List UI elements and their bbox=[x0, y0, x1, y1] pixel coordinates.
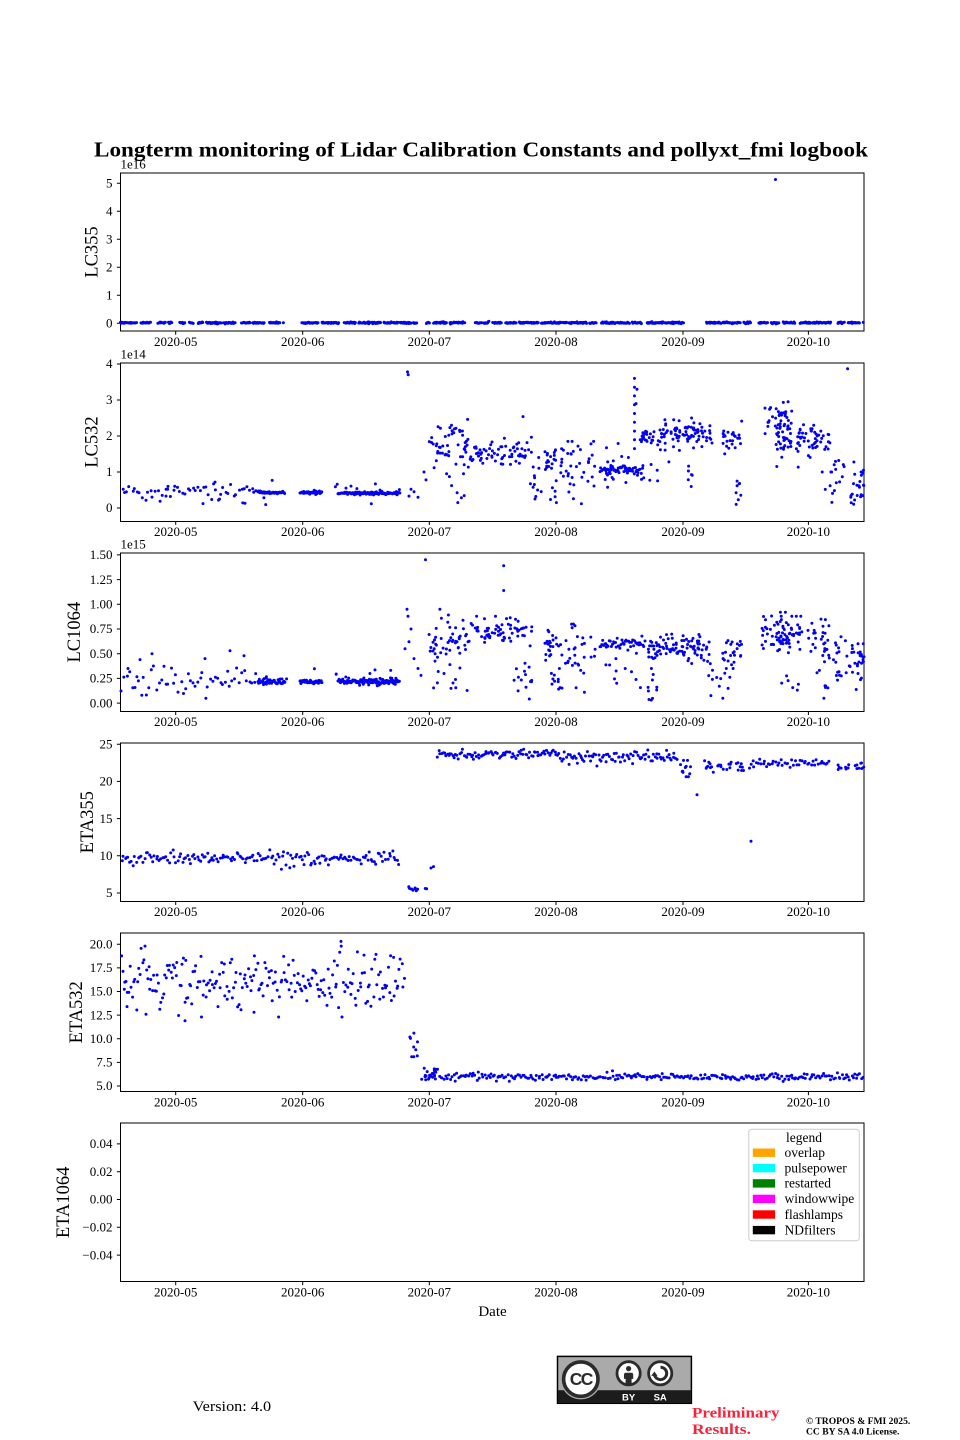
svg-text:2020-08: 2020-08 bbox=[534, 524, 577, 539]
svg-text:1e15: 1e15 bbox=[121, 537, 146, 552]
svg-text:2020-08: 2020-08 bbox=[534, 1284, 577, 1299]
svg-text:0.75: 0.75 bbox=[90, 621, 113, 636]
svg-text:2020-05: 2020-05 bbox=[154, 524, 197, 539]
svg-text:2020-10: 2020-10 bbox=[787, 524, 830, 539]
svg-text:2020-10: 2020-10 bbox=[787, 1094, 830, 1109]
svg-text:7.5: 7.5 bbox=[96, 1055, 112, 1070]
svg-text:2020-10: 2020-10 bbox=[787, 1284, 830, 1299]
svg-text:2: 2 bbox=[106, 260, 113, 275]
svg-text:15.0: 15.0 bbox=[90, 984, 113, 999]
svg-text:flashlamps: flashlamps bbox=[785, 1207, 844, 1222]
svg-text:10: 10 bbox=[100, 848, 113, 863]
svg-text:1.00: 1.00 bbox=[90, 597, 113, 612]
svg-text:1e14: 1e14 bbox=[121, 347, 147, 362]
svg-text:ETA355: ETA355 bbox=[78, 791, 98, 853]
svg-text:LC1064: LC1064 bbox=[65, 602, 85, 663]
svg-text:Date: Date bbox=[478, 1304, 507, 1320]
svg-text:2020-10: 2020-10 bbox=[787, 334, 830, 349]
svg-text:2020-07: 2020-07 bbox=[408, 334, 452, 349]
svg-text:0: 0 bbox=[106, 316, 113, 331]
svg-text:2020-05: 2020-05 bbox=[154, 1094, 197, 1109]
svg-text:LC355: LC355 bbox=[83, 226, 103, 277]
svg-text:0.50: 0.50 bbox=[90, 646, 113, 661]
svg-text:17.5: 17.5 bbox=[90, 960, 113, 975]
svg-text:4: 4 bbox=[106, 204, 113, 219]
svg-text:2020-08: 2020-08 bbox=[534, 1094, 577, 1109]
svg-text:2020-08: 2020-08 bbox=[534, 904, 577, 919]
svg-text:2020-07: 2020-07 bbox=[408, 904, 452, 919]
svg-text:2020-10: 2020-10 bbox=[787, 904, 830, 919]
svg-text:2020-09: 2020-09 bbox=[661, 1284, 704, 1299]
svg-text:4: 4 bbox=[106, 356, 113, 371]
svg-text:2: 2 bbox=[106, 428, 113, 443]
svg-text:10.0: 10.0 bbox=[90, 1031, 113, 1046]
svg-text:SA: SA bbox=[654, 1393, 667, 1404]
svg-text:legend: legend bbox=[786, 1130, 822, 1145]
svg-text:2020-07: 2020-07 bbox=[408, 1284, 452, 1299]
svg-text:5: 5 bbox=[106, 176, 113, 191]
svg-text:2020-06: 2020-06 bbox=[281, 904, 325, 919]
svg-text:5: 5 bbox=[106, 885, 113, 900]
svg-text:0.25: 0.25 bbox=[90, 671, 113, 686]
svg-text:pulsepower: pulsepower bbox=[785, 1160, 848, 1175]
svg-text:Longterm monitoring of Lidar C: Longterm monitoring of Lidar Calibration… bbox=[94, 138, 868, 162]
svg-text:overlap: overlap bbox=[785, 1145, 826, 1160]
svg-text:0.02: 0.02 bbox=[90, 1164, 113, 1179]
svg-text:2020-07: 2020-07 bbox=[408, 524, 452, 539]
svg-text:restarted: restarted bbox=[785, 1176, 832, 1191]
svg-text:1e16: 1e16 bbox=[121, 157, 147, 172]
svg-text:CC: CC bbox=[570, 1369, 594, 1389]
svg-text:2020-05: 2020-05 bbox=[154, 714, 197, 729]
svg-text:0: 0 bbox=[106, 500, 113, 515]
svg-text:2020-10: 2020-10 bbox=[787, 714, 830, 729]
svg-text:2020-06: 2020-06 bbox=[281, 334, 325, 349]
svg-text:2020-06: 2020-06 bbox=[281, 1094, 325, 1109]
svg-text:Results.: Results. bbox=[692, 1422, 751, 1438]
svg-text:3: 3 bbox=[106, 232, 113, 247]
svg-text:1: 1 bbox=[106, 288, 113, 303]
svg-text:0.00: 0.00 bbox=[90, 695, 113, 710]
svg-text:15: 15 bbox=[100, 811, 113, 826]
svg-text:2020-07: 2020-07 bbox=[408, 714, 452, 729]
svg-text:0.00: 0.00 bbox=[90, 1192, 113, 1207]
svg-text:1.25: 1.25 bbox=[90, 572, 113, 587]
svg-text:NDfilters: NDfilters bbox=[785, 1222, 836, 1237]
svg-text:12.5: 12.5 bbox=[90, 1007, 113, 1022]
svg-text:windowwipe: windowwipe bbox=[785, 1191, 855, 1206]
svg-text:2020-09: 2020-09 bbox=[661, 334, 704, 349]
svg-text:25: 25 bbox=[100, 736, 113, 751]
svg-text:2020-09: 2020-09 bbox=[661, 524, 704, 539]
svg-text:ETA532: ETA532 bbox=[67, 981, 87, 1043]
svg-text:3: 3 bbox=[106, 392, 113, 407]
svg-text:20: 20 bbox=[100, 774, 113, 789]
svg-text:LC532: LC532 bbox=[83, 416, 103, 467]
svg-text:© TROPOS & FMI 2025.: © TROPOS & FMI 2025. bbox=[806, 1416, 910, 1427]
svg-text:CC BY SA 4.0 License.: CC BY SA 4.0 License. bbox=[806, 1427, 899, 1438]
svg-text:BY: BY bbox=[622, 1393, 636, 1404]
svg-text:Preliminary: Preliminary bbox=[692, 1406, 780, 1422]
svg-text:0.04: 0.04 bbox=[90, 1136, 113, 1151]
svg-text:1.50: 1.50 bbox=[90, 547, 113, 562]
svg-text:2020-05: 2020-05 bbox=[154, 1284, 197, 1299]
svg-text:2020-09: 2020-09 bbox=[661, 904, 704, 919]
svg-text:2020-06: 2020-06 bbox=[281, 1284, 325, 1299]
svg-text:5.0: 5.0 bbox=[96, 1078, 112, 1093]
svg-text:2020-06: 2020-06 bbox=[281, 524, 325, 539]
svg-text:2020-09: 2020-09 bbox=[661, 1094, 704, 1109]
svg-text:2020-07: 2020-07 bbox=[408, 1094, 452, 1109]
svg-text:2020-05: 2020-05 bbox=[154, 334, 197, 349]
svg-text:20.0: 20.0 bbox=[90, 937, 113, 952]
svg-text:2020-08: 2020-08 bbox=[534, 714, 577, 729]
svg-text:Version: 4.0: Version: 4.0 bbox=[193, 1399, 272, 1415]
svg-text:2020-05: 2020-05 bbox=[154, 904, 197, 919]
svg-text:2020-06: 2020-06 bbox=[281, 714, 325, 729]
svg-text:2020-08: 2020-08 bbox=[534, 334, 577, 349]
svg-text:−0.04: −0.04 bbox=[82, 1247, 113, 1262]
svg-text:−0.02: −0.02 bbox=[82, 1220, 112, 1235]
svg-text:ETA1064: ETA1064 bbox=[54, 1167, 74, 1238]
svg-text:1: 1 bbox=[106, 464, 113, 479]
svg-text:2020-09: 2020-09 bbox=[661, 714, 704, 729]
